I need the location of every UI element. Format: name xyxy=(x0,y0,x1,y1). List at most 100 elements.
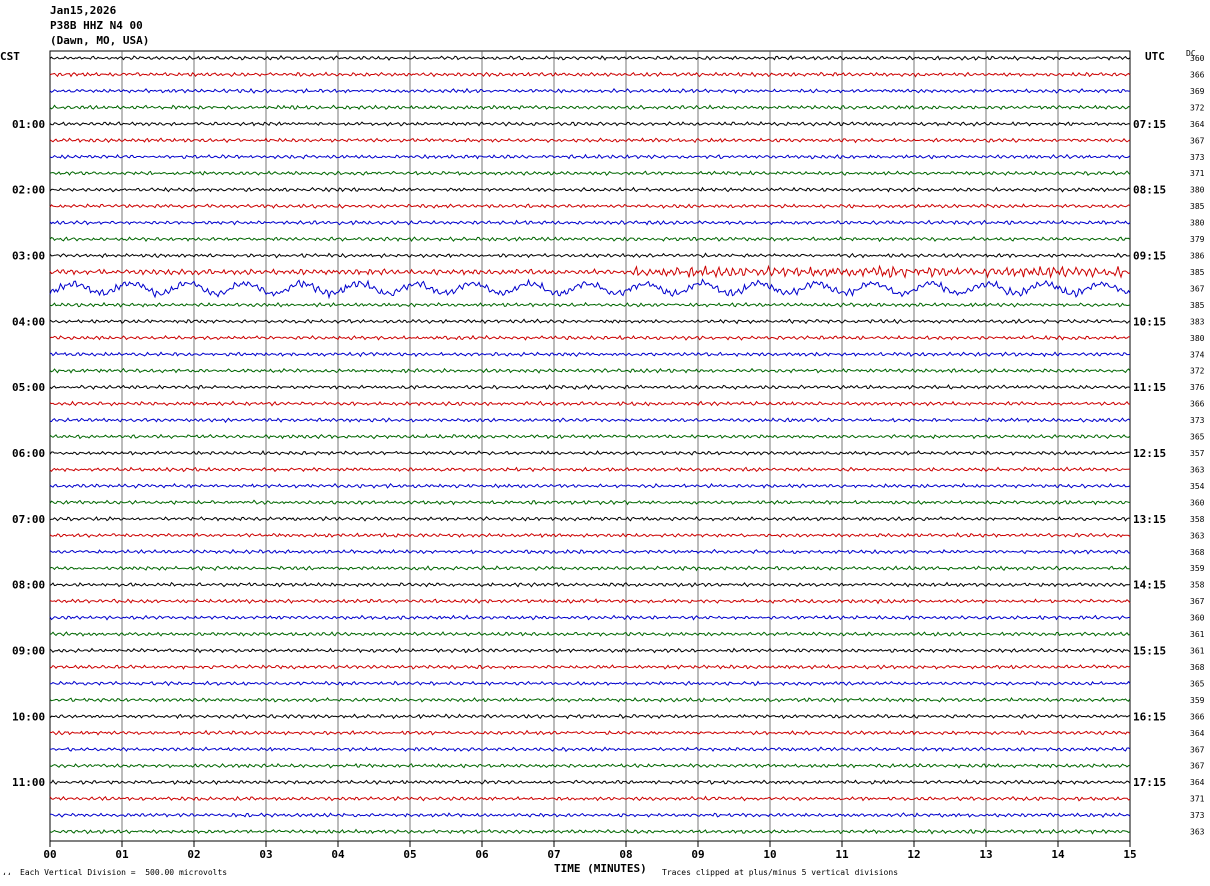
x-tick-label: 10 xyxy=(763,848,776,861)
left-hour-label: 08:00 xyxy=(12,579,45,592)
x-tick-label: 11 xyxy=(835,848,849,861)
x-tick-label: 13 xyxy=(979,848,992,861)
x-tick-label: 06 xyxy=(475,848,489,861)
right-hour-label: 14:15 xyxy=(1133,579,1166,592)
dc-value: 358 xyxy=(1190,581,1205,590)
dc-value: 354 xyxy=(1190,482,1205,491)
dc-value: 358 xyxy=(1190,515,1205,524)
dc-column-label: DC xyxy=(1186,49,1196,58)
trace-line xyxy=(49,548,1131,555)
dc-value: 366 xyxy=(1190,70,1205,79)
dc-value: 379 xyxy=(1190,235,1205,244)
right-hour-label: 10:15 xyxy=(1133,315,1166,328)
dc-value: 376 xyxy=(1190,383,1205,392)
dc-value: 363 xyxy=(1190,828,1205,837)
left-hour-label: 01:00 xyxy=(12,118,45,131)
trace-line xyxy=(49,104,1131,111)
trace-line xyxy=(49,515,1131,522)
right-hour-label: 08:15 xyxy=(1133,184,1166,197)
trace-line xyxy=(49,87,1130,94)
plot-frame xyxy=(49,50,1131,842)
x-tick-label: 01 xyxy=(115,848,129,861)
trace-line xyxy=(49,433,1131,440)
trace-line xyxy=(49,55,1131,61)
left-hour-label: 04:00 xyxy=(12,315,45,328)
dc-value: 385 xyxy=(1190,202,1205,211)
trace-line xyxy=(49,532,1131,538)
dc-value: 373 xyxy=(1190,153,1205,162)
trace-line xyxy=(49,417,1131,424)
dc-value: 366 xyxy=(1190,400,1205,409)
right-axis-label: UTC xyxy=(1145,50,1165,63)
dc-value: 380 xyxy=(1190,186,1205,195)
dc-value: 368 xyxy=(1190,548,1205,557)
dc-value: 365 xyxy=(1190,433,1205,442)
trace-line xyxy=(49,466,1131,473)
dc-value: 361 xyxy=(1190,647,1205,656)
dc-value: 372 xyxy=(1190,367,1205,376)
left-hour-label: 11:00 xyxy=(12,776,45,789)
dc-value: 373 xyxy=(1190,811,1205,820)
dc-value: 364 xyxy=(1190,120,1205,129)
right-hour-label: 16:15 xyxy=(1133,710,1166,723)
dc-value: 360 xyxy=(1190,498,1205,507)
trace-line xyxy=(49,400,1131,407)
trace-line xyxy=(49,614,1131,621)
trace-line xyxy=(49,264,1131,279)
x-tick-label: 08 xyxy=(619,848,632,861)
trace-line xyxy=(49,301,1131,308)
trace-line xyxy=(49,367,1131,374)
trace-line xyxy=(49,334,1131,341)
right-hour-label: 07:15 xyxy=(1133,118,1166,131)
trace-line xyxy=(49,449,1131,456)
dc-value: 367 xyxy=(1190,745,1205,754)
dc-value: 386 xyxy=(1190,252,1205,261)
left-hour-label: 06:00 xyxy=(12,447,45,460)
x-tick-label: 15 xyxy=(1123,848,1136,861)
trace-line xyxy=(50,351,1131,358)
dc-value: 368 xyxy=(1190,663,1205,672)
dc-value: 360 xyxy=(1190,54,1205,63)
trace-line xyxy=(49,565,1131,572)
left-hour-label: 02:00 xyxy=(12,184,45,197)
left-hour-label: 05:00 xyxy=(12,381,45,394)
dc-value: 367 xyxy=(1190,136,1205,145)
trace-line xyxy=(49,664,1131,670)
trace-line xyxy=(49,170,1131,176)
dc-value: 359 xyxy=(1190,696,1205,705)
right-hour-label: 09:15 xyxy=(1133,250,1166,263)
dc-value: 365 xyxy=(1190,679,1205,688)
trace-line xyxy=(49,252,1131,259)
x-tick-label: 02 xyxy=(187,848,200,861)
dc-value: 364 xyxy=(1190,778,1205,787)
dc-value: 385 xyxy=(1190,268,1205,277)
dc-value: 361 xyxy=(1190,630,1205,639)
x-axis-label: TIME (MINUTES) xyxy=(554,862,647,875)
header-date: Jan15,2026 xyxy=(50,4,117,17)
dc-value: 380 xyxy=(1190,334,1205,343)
left-axis-label: CST xyxy=(0,50,20,63)
trace-line xyxy=(49,762,1131,769)
dc-value: 360 xyxy=(1190,614,1205,623)
trace-line xyxy=(49,186,1131,193)
dc-value: 371 xyxy=(1190,169,1205,178)
dc-value: 357 xyxy=(1190,449,1205,458)
trace-line xyxy=(49,499,1131,506)
x-tick-label: 00 xyxy=(43,848,56,861)
x-tick-label: 05 xyxy=(403,848,416,861)
trace-line xyxy=(49,680,1131,687)
dc-value: 363 xyxy=(1190,531,1205,540)
dc-value: 367 xyxy=(1190,762,1205,771)
left-hour-label: 10:00 xyxy=(12,710,45,723)
x-tick-label: 14 xyxy=(1051,848,1065,861)
right-hour-label: 12:15 xyxy=(1133,447,1166,460)
dc-value: 380 xyxy=(1190,219,1205,228)
x-tick-label: 07 xyxy=(547,848,560,861)
left-hour-label: 09:00 xyxy=(12,645,45,658)
dc-value: 372 xyxy=(1190,103,1205,112)
clip-note: Traces clipped at plus/minus 5 vertical … xyxy=(662,868,899,877)
trace-line xyxy=(49,203,1131,209)
right-hour-label: 13:15 xyxy=(1133,513,1166,526)
right-hour-label: 11:15 xyxy=(1133,381,1166,394)
trace-line xyxy=(49,153,1131,160)
